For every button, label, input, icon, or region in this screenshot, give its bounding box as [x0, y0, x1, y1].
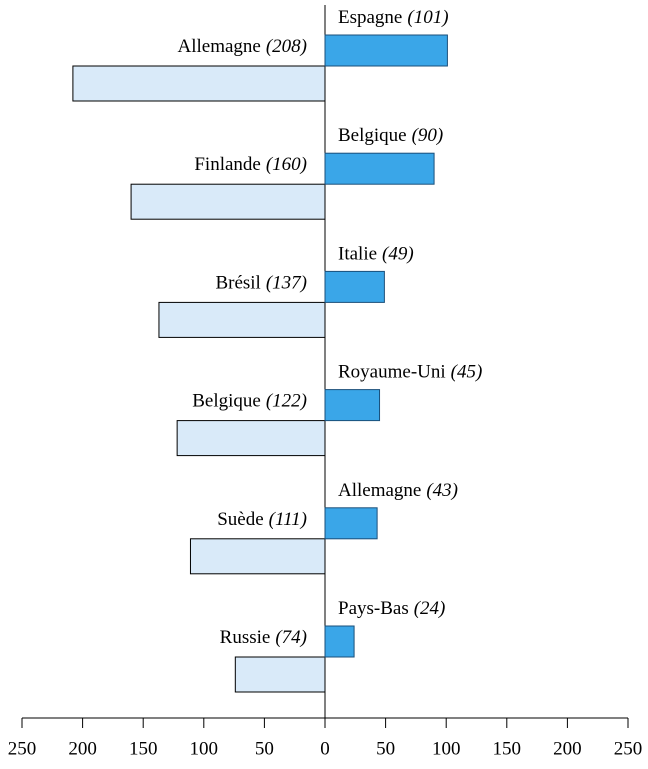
bar-label: Finlande (160) — [194, 155, 307, 176]
bar — [158, 301, 326, 338]
bar-label-name: Russie — [220, 627, 271, 648]
x-tick-label: 0 — [320, 738, 330, 759]
bar — [234, 656, 326, 693]
bar-label-name: Allemagne — [338, 480, 421, 501]
bar-label: Royaume-Uni (45) — [338, 362, 482, 383]
x-tick-label: 250 — [8, 738, 37, 759]
bar — [324, 270, 385, 303]
bar-label: Brésil (137) — [215, 273, 307, 294]
bar-label-name: Italie — [338, 244, 377, 265]
bar-label-value: (45) — [451, 362, 483, 383]
bar-label: Espagne (101) — [338, 7, 449, 28]
bar-label-name: Belgique — [192, 391, 261, 412]
bar — [176, 420, 326, 457]
bar-label-value: (90) — [412, 126, 444, 147]
x-tick-label: 50 — [376, 738, 395, 759]
bar-label: Pays-Bas (24) — [338, 598, 445, 619]
bar-label-name: Belgique — [338, 126, 407, 147]
bar-label-name: Suède — [217, 509, 263, 530]
bar — [130, 183, 326, 220]
x-tick-label: 250 — [614, 738, 643, 759]
x-tick-label: 50 — [255, 738, 274, 759]
bar-label-value: (101) — [407, 7, 448, 28]
x-tick-label: 100 — [190, 738, 219, 759]
bar-label-value: (111) — [269, 509, 307, 530]
bar-label: Allemagne (43) — [338, 480, 458, 501]
bar-label: Italie (49) — [338, 244, 414, 265]
bar-label-name: Espagne — [338, 7, 402, 28]
x-tick-label: 200 — [553, 738, 582, 759]
bar — [324, 34, 448, 67]
bar-label-value: (43) — [426, 480, 458, 501]
bar — [324, 625, 355, 658]
bar-label-value: (208) — [266, 36, 307, 57]
bar-label: Allemagne (208) — [177, 36, 307, 57]
bar-label-name: Pays-Bas — [338, 598, 409, 619]
x-tick-label: 100 — [432, 738, 461, 759]
bar-label-name: Allemagne — [177, 36, 260, 57]
x-tick-label: 150 — [129, 738, 158, 759]
bar-label: Russie (74) — [220, 627, 307, 648]
bar-label-name: Royaume-Uni — [338, 362, 446, 383]
bar-label-value: (24) — [414, 598, 446, 619]
bar-label-name: Brésil — [215, 273, 260, 294]
bar-label-value: (160) — [266, 155, 307, 176]
bar — [324, 389, 381, 422]
bar — [324, 507, 378, 540]
bar — [72, 65, 326, 102]
bar-label-value: (74) — [275, 627, 307, 648]
bar-label-name: Finlande — [194, 155, 261, 176]
bar — [324, 152, 435, 185]
bar — [189, 538, 326, 575]
bar-label: Belgique (90) — [338, 126, 443, 147]
bar-label-value: (122) — [266, 391, 307, 412]
bar-label: Suède (111) — [217, 509, 307, 530]
bar-label-value: (49) — [382, 244, 414, 265]
x-tick-label: 200 — [68, 738, 97, 759]
bar-label-value: (137) — [266, 273, 307, 294]
bar-label: Belgique (122) — [192, 391, 307, 412]
x-tick-label: 150 — [493, 738, 522, 759]
